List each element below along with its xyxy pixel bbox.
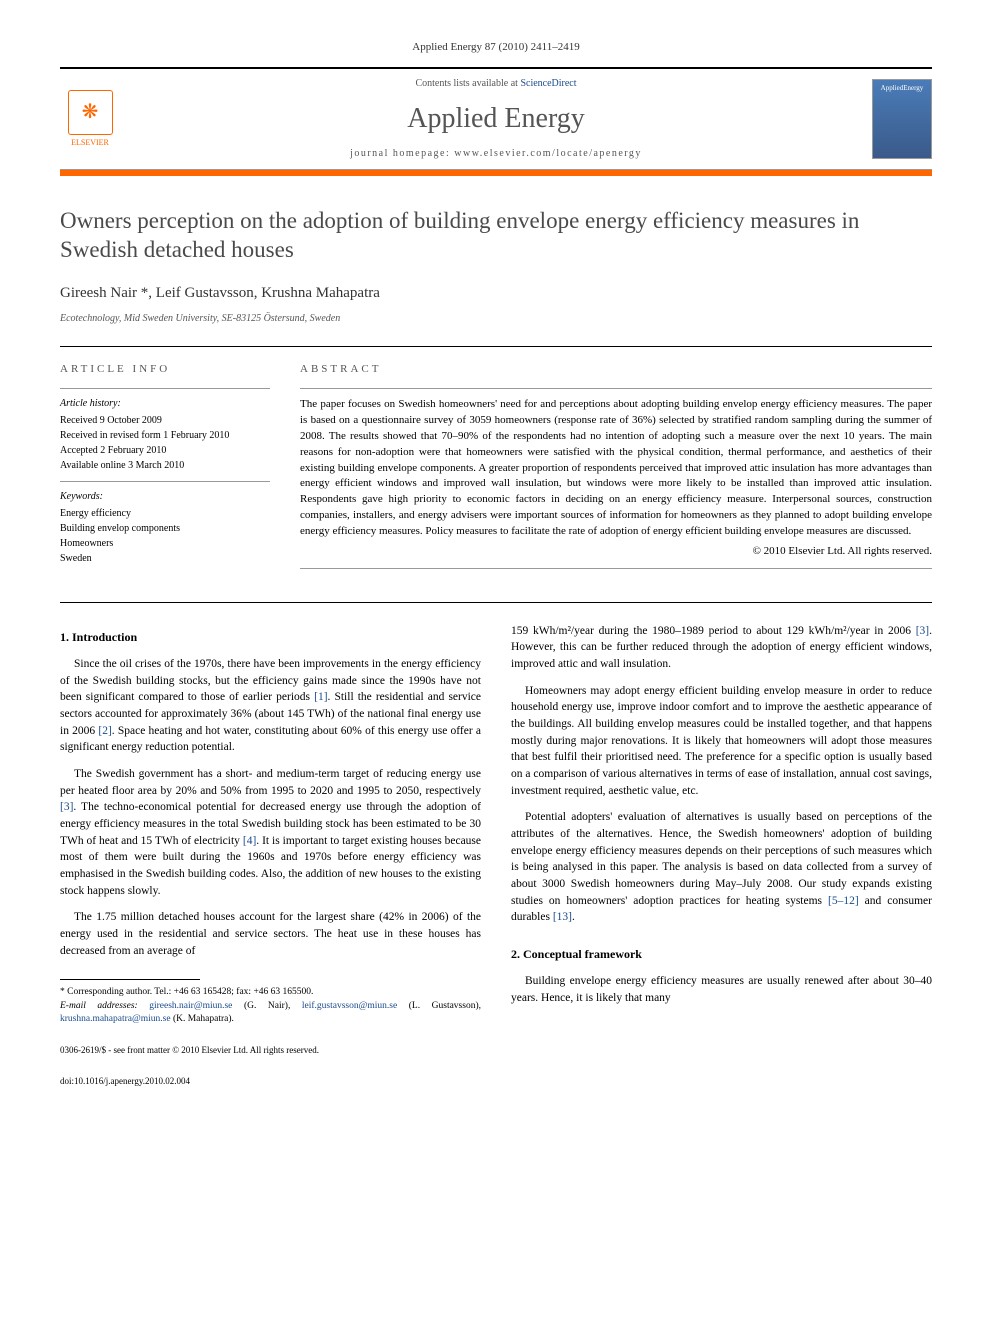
publisher-logo[interactable]: ❋ ELSEVIER [60,84,120,154]
keyword: Building envelop components [60,521,270,536]
keyword: Sweden [60,551,270,566]
body-paragraph: The 1.75 million detached houses account… [60,909,481,959]
ref-link[interactable]: [2] [98,725,111,737]
sciencedirect-link[interactable]: ScienceDirect [520,78,576,89]
keyword: Energy efficiency [60,506,270,521]
header-citation: Applied Energy 87 (2010) 2411–2419 [60,40,932,55]
received-date: Received 9 October 2009 [60,413,270,428]
accepted-date: Accepted 2 February 2010 [60,443,270,458]
article-title: Owners perception on the adoption of bui… [60,206,932,266]
header-center: Contents lists available at ScienceDirec… [120,77,872,160]
footnote-emails: E-mail addresses: gireesh.nair@miun.se (… [60,1000,481,1027]
journal-header-bar: ❋ ELSEVIER Contents lists available at S… [60,67,932,169]
authors-line: Gireesh Nair *, Leif Gustavsson, Krushna… [60,283,932,304]
body-column-right: 159 kWh/m²/year during the 1980–1989 per… [511,623,932,1088]
body-divider [60,602,932,603]
footer-issn-line: 0306-2619/$ - see front matter © 2010 El… [60,1044,481,1057]
body-paragraph: Potential adopters' evaluation of altern… [511,809,932,926]
abstract-text: The paper focuses on Swedish homeowners'… [300,397,932,540]
article-info-heading: ARTICLE INFO [60,362,270,377]
body-paragraph: Since the oil crises of the 1970s, there… [60,656,481,756]
body-column-left: 1. Introduction Since the oil crises of … [60,623,481,1088]
journal-name: Applied Energy [120,99,872,138]
abstract-column: ABSTRACT The paper focuses on Swedish ho… [300,362,932,576]
history-label: Article history: [60,397,270,411]
body-columns: 1. Introduction Since the oil crises of … [60,623,932,1088]
email-link[interactable]: gireesh.nair@miun.se [149,1001,232,1011]
keyword: Homeowners [60,536,270,551]
ref-link[interactable]: [5–12] [828,895,859,907]
section-heading-framework: 2. Conceptual framework [511,946,932,963]
body-paragraph: Homeowners may adopt energy efficient bu… [511,683,932,800]
homepage-url[interactable]: www.elsevier.com/locate/apenergy [454,148,642,159]
ref-link[interactable]: [3] [60,801,73,813]
footnote-divider [60,979,200,980]
info-abstract-row: ARTICLE INFO Article history: Received 9… [60,362,932,576]
section-heading-introduction: 1. Introduction [60,629,481,646]
online-date: Available online 3 March 2010 [60,458,270,473]
revised-date: Received in revised form 1 February 2010 [60,428,270,443]
abstract-heading: ABSTRACT [300,362,932,377]
journal-homepage: journal homepage: www.elsevier.com/locat… [120,147,872,161]
body-paragraph: 159 kWh/m²/year during the 1980–1989 per… [511,623,932,673]
email-link[interactable]: krushna.mahapatra@miun.se [60,1014,171,1024]
contents-line: Contents lists available at ScienceDirec… [120,77,872,91]
info-divider-top [60,346,932,347]
orange-divider [60,170,932,176]
ref-link[interactable]: [13] [553,911,572,923]
keywords-label: Keywords: [60,490,270,504]
corresponding-author-footnote: * Corresponding author. Tel.: +46 63 165… [60,986,481,1026]
email-link[interactable]: leif.gustavsson@miun.se [302,1001,397,1011]
body-paragraph: Building envelope energy efficiency meas… [511,973,932,1006]
article-info-column: ARTICLE INFO Article history: Received 9… [60,362,270,576]
body-paragraph: The Swedish government has a short- and … [60,766,481,899]
affiliation: Ecotechnology, Mid Sweden University, SE… [60,312,932,326]
journal-cover-thumbnail[interactable]: AppliedEnergy [872,79,932,159]
ref-link[interactable]: [4] [243,835,256,847]
publisher-name: ELSEVIER [71,137,109,148]
footer-doi-line: doi:10.1016/j.apenergy.2010.02.004 [60,1075,481,1088]
elsevier-tree-icon: ❋ [68,90,113,135]
abstract-copyright: © 2010 Elsevier Ltd. All rights reserved… [300,544,932,559]
ref-link[interactable]: [3] [916,625,929,637]
ref-link[interactable]: [1] [314,691,327,703]
